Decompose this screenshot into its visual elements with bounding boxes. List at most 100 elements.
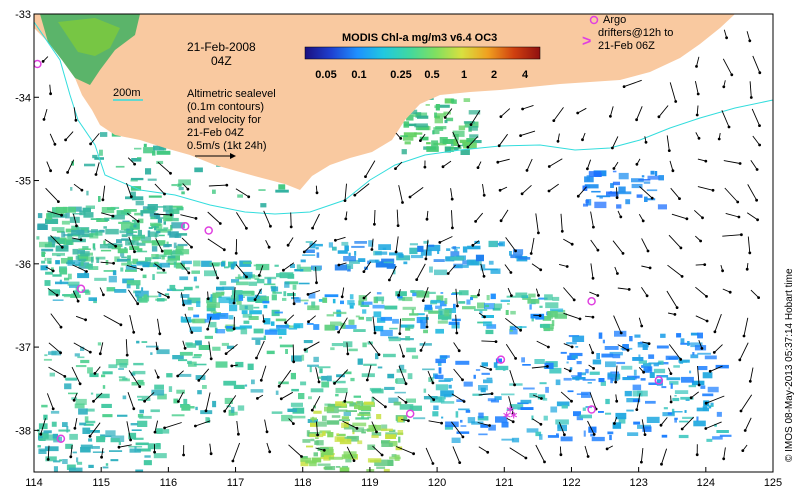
- chl-patch: [248, 364, 254, 370]
- chl-patch: [211, 311, 217, 313]
- velocity-arrow-head: [384, 405, 387, 408]
- chl-patch: [470, 297, 473, 300]
- velocity-arrow-head: [278, 385, 281, 388]
- velocity-arrow-head: [426, 218, 429, 221]
- velocity-arrow-head: [225, 352, 228, 355]
- chl-patch: [588, 382, 592, 384]
- chl-patch: [291, 373, 296, 379]
- velocity-arrow-head: [530, 252, 533, 255]
- chl-patch: [545, 363, 554, 369]
- chl-patch: [362, 343, 366, 348]
- velocity-arrow-head: [80, 238, 83, 241]
- velocity-arrow-head: [207, 297, 210, 300]
- colorbar-label: 0.1: [351, 69, 366, 81]
- chl-patch: [590, 372, 600, 375]
- x-tick-label: 125: [764, 477, 782, 489]
- velocity-arrow-head: [216, 277, 219, 280]
- chl-patch: [71, 230, 84, 235]
- chl-patch: [236, 282, 249, 286]
- chl-patch: [239, 305, 253, 311]
- velocity-arrow-head: [456, 305, 459, 308]
- chl-patch: [150, 352, 152, 355]
- velocity-arrow-head: [39, 433, 42, 436]
- chl-patch: [125, 270, 137, 272]
- velocity-arrow-head: [163, 427, 166, 430]
- velocity-arrow-head: [420, 349, 423, 352]
- chl-patch: [398, 437, 400, 443]
- velocity-arrow-head: [722, 457, 725, 460]
- chl-patch: [392, 319, 399, 324]
- chl-patch: [316, 247, 319, 249]
- chl-patch: [545, 302, 558, 308]
- chl-patch: [405, 141, 411, 144]
- chl-patch: [212, 190, 216, 194]
- velocity-arrow-head: [495, 340, 498, 343]
- chl-patch: [172, 414, 185, 416]
- chl-patch: [483, 321, 492, 326]
- chl-patch: [44, 258, 46, 261]
- velocity-arrow-head: [388, 279, 391, 282]
- chl-patch: [306, 446, 313, 448]
- chl-patch: [165, 244, 172, 247]
- chl-patch: [350, 378, 354, 381]
- chl-patch: [264, 277, 276, 279]
- chl-patch: [423, 330, 428, 334]
- velocity-arrow-head: [743, 335, 746, 338]
- chl-patch: [371, 389, 381, 391]
- chl-patch: [314, 244, 323, 247]
- chl-patch: [194, 364, 206, 366]
- velocity-arrow-head: [674, 100, 677, 103]
- chl-patch: [235, 362, 243, 367]
- chl-patch: [91, 393, 93, 395]
- chl-patch: [363, 364, 377, 366]
- chl-patch: [145, 257, 151, 261]
- chl-patch: [572, 336, 584, 342]
- chl-patch: [298, 393, 304, 399]
- velocity-arrow-head: [75, 225, 78, 228]
- chl-patch: [374, 311, 382, 317]
- chl-patch: [52, 422, 57, 427]
- chl-patch: [101, 375, 105, 378]
- y-tick-label: -37: [15, 342, 31, 354]
- chl-patch: [197, 390, 202, 394]
- chl-patch: [276, 319, 287, 322]
- chl-patch: [444, 394, 452, 397]
- velocity-arrow-head: [613, 167, 616, 170]
- chl-patch: [603, 340, 605, 344]
- chl-patch: [521, 400, 532, 404]
- chl-patch: [212, 401, 216, 407]
- velocity-arrow-head: [177, 400, 180, 403]
- chl-patch: [657, 346, 669, 349]
- velocity-arrow-head: [670, 372, 673, 375]
- chl-patch: [139, 410, 144, 414]
- chl-patch: [416, 291, 429, 298]
- velocity-arrow-head: [344, 199, 347, 202]
- argo-drift-marker: >: [582, 33, 591, 50]
- isobath-label: 200m: [113, 87, 141, 99]
- chl-patch: [384, 306, 397, 310]
- chl-patch: [41, 405, 47, 408]
- velocity-arrow-head: [397, 294, 400, 297]
- chl-patch: [322, 431, 326, 436]
- chl-patch: [539, 434, 543, 440]
- chl-patch: [226, 326, 233, 329]
- chl-patch: [577, 361, 582, 364]
- velocity-arrow-head: [758, 144, 761, 147]
- chl-patch: [658, 204, 667, 209]
- chl-patch: [291, 403, 303, 407]
- chl-patch: [329, 457, 343, 460]
- velocity-arrow-head: [678, 197, 681, 200]
- chl-patch: [483, 380, 493, 384]
- chl-patch: [482, 373, 490, 375]
- chl-patch: [249, 310, 262, 314]
- chl-patch: [512, 438, 519, 443]
- chl-patch: [491, 269, 501, 274]
- chl-patch: [354, 396, 361, 398]
- chl-patch: [544, 328, 554, 331]
- chl-patch: [444, 378, 453, 381]
- velocity-arrow-head: [455, 332, 458, 335]
- velocity-arrow-head: [133, 163, 136, 166]
- chl-patch: [667, 377, 681, 380]
- chl-patch: [174, 243, 177, 249]
- chl-patch: [406, 348, 416, 353]
